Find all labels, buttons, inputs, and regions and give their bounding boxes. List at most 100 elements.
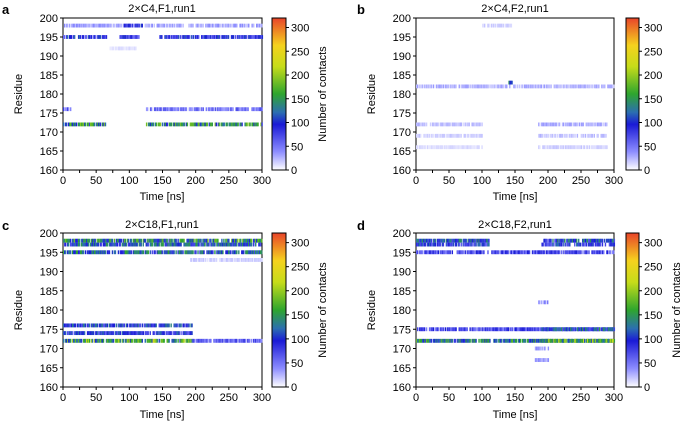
contact-cell [127, 35, 129, 39]
contact-cell [537, 250, 540, 255]
contact-cell [562, 250, 564, 255]
contact-cell [121, 331, 124, 336]
contact-cell [93, 242, 96, 247]
contact-cell [591, 238, 594, 243]
contact-cell [483, 238, 485, 243]
contact-cell [168, 35, 170, 39]
y-tick-label: 185 [393, 70, 411, 82]
contact-cell [82, 122, 85, 127]
contact-cell [81, 122, 84, 127]
contact-cell [148, 323, 150, 328]
contact-cell [446, 327, 449, 332]
contact-cell [105, 23, 108, 28]
contact-cell [426, 84, 429, 89]
contact-cell [143, 238, 145, 243]
contact-cell [168, 242, 170, 247]
contact-cell [478, 338, 480, 343]
contact-cell [464, 133, 466, 138]
contact-cell [203, 250, 205, 255]
contact-cell [258, 242, 260, 247]
contact-cell [148, 23, 150, 28]
contact-cell [236, 122, 238, 127]
contact-cell [123, 250, 126, 255]
contact-cell [478, 242, 480, 247]
contact-cell [513, 338, 515, 343]
contact-cell [536, 346, 539, 351]
contact-cell [195, 23, 197, 28]
contact-cell [182, 323, 184, 328]
contact-cell [218, 258, 221, 262]
contact-cell [184, 242, 186, 247]
contact-cell [75, 238, 78, 243]
contact-cell [561, 122, 564, 127]
contact-cell [422, 327, 425, 332]
contact-cell [559, 242, 561, 247]
contact-cell [490, 327, 492, 332]
contact-cell [261, 238, 263, 243]
contact-cell [603, 327, 606, 332]
contact-cell [236, 35, 239, 39]
contact-cell [445, 242, 448, 247]
contact-cell [184, 331, 186, 336]
y-tick-label: 195 [393, 32, 411, 44]
contact-cell [606, 327, 609, 332]
contact-cell [450, 327, 453, 332]
contact-cell [454, 238, 456, 243]
contact-cell [589, 133, 591, 138]
contact-cell [191, 35, 193, 39]
contact-cell [541, 327, 543, 332]
contact-cell [227, 250, 229, 255]
contact-cell [450, 242, 453, 247]
contact-cell [89, 250, 92, 255]
contact-cell [133, 23, 136, 28]
contact-cell [87, 238, 90, 243]
contact-cell [130, 242, 133, 247]
contact-cell [76, 238, 79, 243]
contact-cell [463, 242, 465, 247]
contact-cell [560, 250, 562, 255]
contact-cell [152, 331, 154, 336]
contact-cell [582, 242, 585, 247]
contact-cell [158, 323, 160, 328]
contact-cell [141, 23, 144, 28]
colorbar-tick-label: 100 [644, 334, 662, 346]
contact-cell [92, 238, 95, 243]
y-tick-label: 200 [40, 228, 58, 240]
contact-cell [108, 250, 111, 255]
contact-cell [123, 323, 126, 328]
contact-cell [565, 250, 567, 255]
contact-cell [500, 327, 502, 332]
contact-cell [182, 250, 184, 255]
contact-cell [434, 242, 437, 247]
colorbar-tick-label: 250 [291, 262, 309, 274]
contact-cell [127, 238, 130, 243]
contact-cell [544, 242, 546, 247]
contact-cell [230, 122, 232, 127]
contact-cell [74, 250, 77, 255]
contact-cell [146, 107, 149, 112]
contact-cell [68, 122, 71, 127]
contact-cell [151, 23, 153, 28]
contact-cell [554, 122, 557, 127]
contact-cell [601, 338, 604, 343]
contact-cell [444, 84, 447, 89]
contact-cell [73, 122, 76, 127]
contact-cell [581, 242, 584, 247]
contact-cell [138, 23, 141, 28]
contact-cell [138, 250, 141, 255]
contact-cell [102, 242, 105, 247]
contact-cell [595, 238, 598, 243]
contact-cell [179, 242, 181, 247]
contact-cell [546, 122, 548, 127]
contact-cell [124, 250, 127, 255]
contact-cell [473, 122, 475, 127]
contact-cell [496, 84, 498, 89]
contact-cell [110, 331, 113, 336]
contact-cell [236, 107, 238, 112]
contact-cell [72, 323, 75, 328]
contact-cell [121, 250, 124, 255]
contact-cell [134, 242, 137, 247]
contact-cell [110, 46, 112, 51]
contact-cell [112, 323, 115, 328]
contact-cell [185, 35, 187, 39]
